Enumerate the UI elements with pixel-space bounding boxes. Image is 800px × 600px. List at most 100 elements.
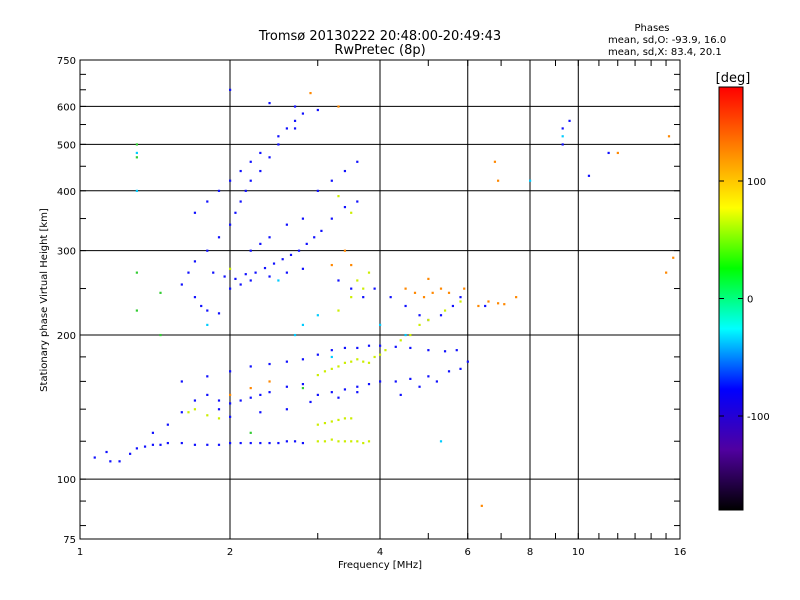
data-point <box>503 303 506 306</box>
data-point <box>285 360 288 363</box>
data-point <box>330 438 333 441</box>
data-point <box>229 267 232 270</box>
data-point <box>229 88 232 91</box>
data-point <box>109 460 112 463</box>
data-point <box>337 105 340 108</box>
data-point <box>206 443 209 446</box>
data-point <box>239 283 242 286</box>
data-point <box>151 431 155 434</box>
data-point <box>285 440 288 443</box>
data-point <box>418 385 421 388</box>
data-point <box>451 304 455 308</box>
data-point <box>356 391 359 394</box>
data-point <box>277 441 280 445</box>
data-point <box>293 127 297 130</box>
data-point <box>561 127 564 130</box>
data-point <box>356 358 359 361</box>
data-point <box>249 249 252 252</box>
data-point <box>607 151 610 155</box>
data-point <box>217 312 221 315</box>
data-point <box>463 287 466 290</box>
data-point <box>193 443 197 446</box>
data-point <box>373 355 376 359</box>
data-point <box>206 323 209 327</box>
data-point <box>330 367 333 370</box>
data-point <box>330 217 333 220</box>
data-point <box>362 296 365 299</box>
data-point <box>217 236 221 239</box>
data-point <box>135 271 138 274</box>
data-point <box>289 253 293 257</box>
colorbar-tick-label: -100 <box>747 412 770 423</box>
data-point <box>285 385 288 388</box>
data-point <box>285 271 288 274</box>
data-point <box>259 411 262 414</box>
data-point <box>350 417 353 420</box>
colorbar-label: [deg] <box>716 71 751 86</box>
data-point <box>316 423 319 426</box>
data-point <box>249 279 252 282</box>
data-point <box>229 393 232 397</box>
data-point <box>496 179 500 182</box>
data-point <box>285 223 288 226</box>
y-axis-label: Stationary phase Virtual Height [km] <box>39 208 50 392</box>
data-point <box>480 504 483 507</box>
data-point <box>272 262 276 265</box>
data-point <box>356 385 359 388</box>
data-point <box>316 353 319 356</box>
data-point <box>263 266 267 270</box>
data-point <box>206 249 209 252</box>
data-point <box>389 296 392 299</box>
data-point <box>268 275 271 278</box>
data-point <box>330 263 333 267</box>
data-point <box>135 309 138 312</box>
data-point <box>427 318 430 322</box>
data-point <box>301 112 305 115</box>
data-point <box>337 365 340 368</box>
colorbar-tick-label: 100 <box>747 177 766 188</box>
data-point <box>323 370 327 373</box>
data-point <box>435 380 438 383</box>
data-point <box>301 382 305 386</box>
data-point <box>217 443 221 446</box>
data-point <box>277 143 280 146</box>
data-point <box>343 169 347 173</box>
data-point <box>316 189 319 192</box>
x-tick-label: 8 <box>527 547 533 558</box>
y-tick-label: 750 <box>57 56 76 67</box>
data-point <box>301 217 305 220</box>
data-point <box>404 304 407 308</box>
data-point <box>313 236 316 239</box>
data-point <box>484 304 487 308</box>
colorbar-ticks: 100 0 -100 <box>719 177 770 423</box>
data-point <box>367 361 371 364</box>
data-point <box>316 373 319 377</box>
data-point <box>206 309 209 312</box>
data-point <box>217 417 221 420</box>
data-point <box>259 441 262 445</box>
data-point <box>285 127 288 130</box>
data-point <box>239 169 242 173</box>
data-point <box>268 101 271 105</box>
data-point <box>362 360 365 363</box>
data-point <box>394 380 397 383</box>
data-point <box>439 440 443 443</box>
data-point <box>193 260 197 263</box>
data-point <box>293 440 297 443</box>
data-point <box>427 277 430 280</box>
data-point <box>249 386 252 390</box>
x-tick-label: 2 <box>227 547 233 558</box>
data-point <box>568 119 571 122</box>
data-point <box>249 160 252 163</box>
data-point <box>129 452 132 455</box>
data-point <box>229 415 232 418</box>
data-point <box>105 450 108 454</box>
data-point <box>268 236 271 239</box>
data-point <box>223 275 226 278</box>
data-point <box>404 333 407 337</box>
data-point <box>337 418 340 422</box>
data-point <box>234 211 237 214</box>
data-point <box>159 291 162 294</box>
data-point <box>379 344 382 347</box>
